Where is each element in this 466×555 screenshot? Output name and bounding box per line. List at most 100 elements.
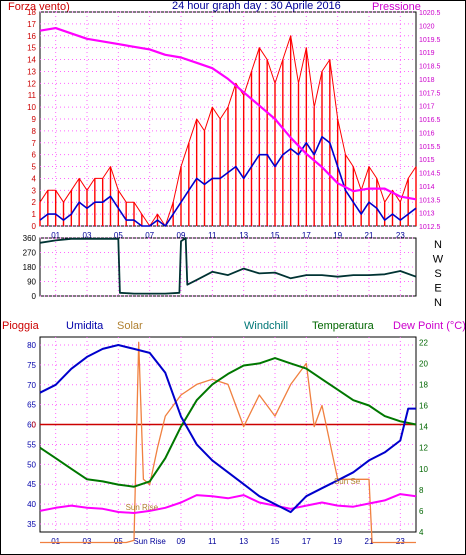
pressure-ytick-label: 1017.5	[419, 90, 441, 97]
direction-ytick-label: 360	[23, 234, 37, 243]
gust-line	[39, 35, 417, 227]
direction-label: S	[434, 268, 441, 280]
humidity-line	[39, 344, 416, 514]
pressure-ytick-label: 1014	[419, 184, 435, 191]
wind-ytick-label: 17	[27, 20, 36, 29]
thermo-xtick-label: 09	[177, 537, 186, 546]
humidity-ytick-label: 65	[27, 401, 36, 410]
temp-ytick-label: 4	[419, 528, 424, 537]
direction-label: W	[433, 254, 444, 266]
direction-ytick-label: 0	[32, 292, 37, 301]
pressure-ytick-label: 1016	[419, 130, 435, 137]
temp-ytick-label: 18	[419, 380, 428, 389]
thermo-xtick-label: 15	[271, 537, 280, 546]
direction-label: N	[434, 239, 442, 251]
pressure-ytick-label: 1017	[419, 104, 435, 111]
thermo-xtick-label: 05	[114, 537, 123, 546]
wind-ytick-label: 3	[32, 186, 37, 195]
wind-ytick-label: 10	[27, 103, 36, 112]
wind-xtick-label: 13	[239, 231, 248, 240]
wind-ytick-label: 14	[27, 56, 36, 65]
direction-label: N	[434, 297, 442, 309]
humidity-ytick-label: 40	[27, 500, 36, 509]
wind-ytick-label: 2	[32, 198, 37, 207]
temp-ytick-label: 22	[419, 338, 428, 347]
wind-xtick-label: 05	[114, 231, 123, 240]
humidity-ytick-label: 35	[27, 520, 36, 529]
thermo-xtick-label: 11	[208, 537, 217, 546]
header-left-label: Forza vento)	[8, 1, 70, 13]
humidity-ytick-label: 60	[27, 421, 36, 430]
pressure-ytick-label: 1019	[419, 50, 435, 57]
pressure-ytick-label: 1019.5	[419, 37, 441, 44]
wind-ytick-label: 5	[32, 163, 37, 172]
wind-ytick-label: 6	[32, 151, 37, 160]
sun-rise-annotation: Sun Rise	[126, 503, 159, 512]
legend-pioggia: Pioggia	[2, 320, 39, 332]
wind-xtick-label: 07	[145, 231, 154, 240]
thermo-xtick-label: 19	[333, 537, 342, 546]
direction-label: E	[434, 283, 441, 295]
thermo-plot-frame	[39, 336, 417, 533]
pressure-ytick-label: 1016.5	[419, 117, 441, 124]
wind-ytick-label: 11	[28, 91, 37, 100]
avg-wind-line	[39, 136, 417, 227]
pressure-ytick-label: 1018.5	[419, 64, 441, 71]
header-right-label: Pressione	[372, 1, 421, 13]
wind-xtick-label: 01	[51, 231, 60, 240]
wind-xtick-label: 09	[177, 231, 186, 240]
wind-ytick-label: 15	[27, 44, 36, 53]
thermo-xtick-label: Sun Rise	[133, 537, 166, 546]
direction-ytick-label: 180	[23, 263, 37, 272]
wind-ytick-label: 18	[27, 8, 36, 17]
wind-xtick-label: 23	[396, 231, 405, 240]
humidity-ytick-label: 75	[27, 361, 36, 370]
pressure-ytick-label: 1015	[419, 157, 435, 164]
thermo-xtick-label: 21	[365, 537, 374, 546]
pressure-ytick-label: 1013	[419, 211, 435, 218]
wind-xtick-label: 11	[208, 231, 217, 240]
pressure-ytick-label: 1014.5	[419, 171, 441, 178]
humidity-ytick-label: 55	[27, 440, 36, 449]
direction-ytick-label: 90	[27, 278, 36, 287]
chart-title: 24 hour graph day : 30 Aprile 2016	[172, 0, 341, 12]
wind-ytick-label: 1	[32, 210, 37, 219]
wind-ytick-label: 13	[27, 67, 36, 76]
wind-ytick-label: 9	[32, 115, 37, 124]
wind-ytick-label: 12	[27, 79, 36, 88]
sun-set-annotation: Sun Se	[334, 477, 361, 486]
legend-solar: Solar	[117, 320, 143, 332]
wind-ytick-label: 4	[32, 174, 37, 183]
legend-temperatura: Temperatura	[312, 320, 374, 332]
legend-umidita: Umidita	[66, 320, 104, 332]
pressure-ytick-label: 1018	[419, 77, 435, 84]
wind-ytick-label: 7	[32, 139, 37, 148]
thermo-xtick-label: 03	[83, 537, 92, 546]
legend-dew-point: Dew Point (°C)	[393, 320, 466, 332]
pressure-ytick-label: 1020	[419, 23, 435, 30]
wind-xtick-label: 19	[333, 231, 342, 240]
temp-ytick-label: 12	[419, 444, 428, 453]
humidity-ytick-label: 45	[27, 480, 36, 489]
temp-ytick-label: 10	[419, 465, 428, 474]
wind-xtick-label: 15	[271, 231, 280, 240]
pressure-ytick-label: 1015.5	[419, 144, 441, 151]
humidity-ytick-label: 80	[27, 341, 36, 350]
rain-zero-label: 0	[32, 421, 37, 430]
pressure-ytick-label: 1013.5	[419, 197, 441, 204]
thermo-xtick-label: 23	[396, 537, 405, 546]
thermo-xtick-label: 17	[302, 537, 311, 546]
temp-ytick-label: 8	[419, 486, 424, 495]
thermo-xtick-label: 13	[239, 537, 248, 546]
legend-windchill: Windchill	[244, 320, 289, 332]
wind-ytick-label: 16	[27, 32, 36, 41]
temp-ytick-label: 14	[419, 423, 428, 432]
direction-line	[39, 237, 417, 295]
pressure-ytick-label: 1012.5	[419, 224, 441, 231]
temp-ytick-label: 6	[419, 507, 424, 516]
wind-ytick-label: 8	[32, 127, 37, 136]
temp-ytick-label: 16	[419, 402, 428, 411]
pressure-line	[39, 27, 417, 201]
wind-ytick-label: 0	[32, 222, 37, 231]
